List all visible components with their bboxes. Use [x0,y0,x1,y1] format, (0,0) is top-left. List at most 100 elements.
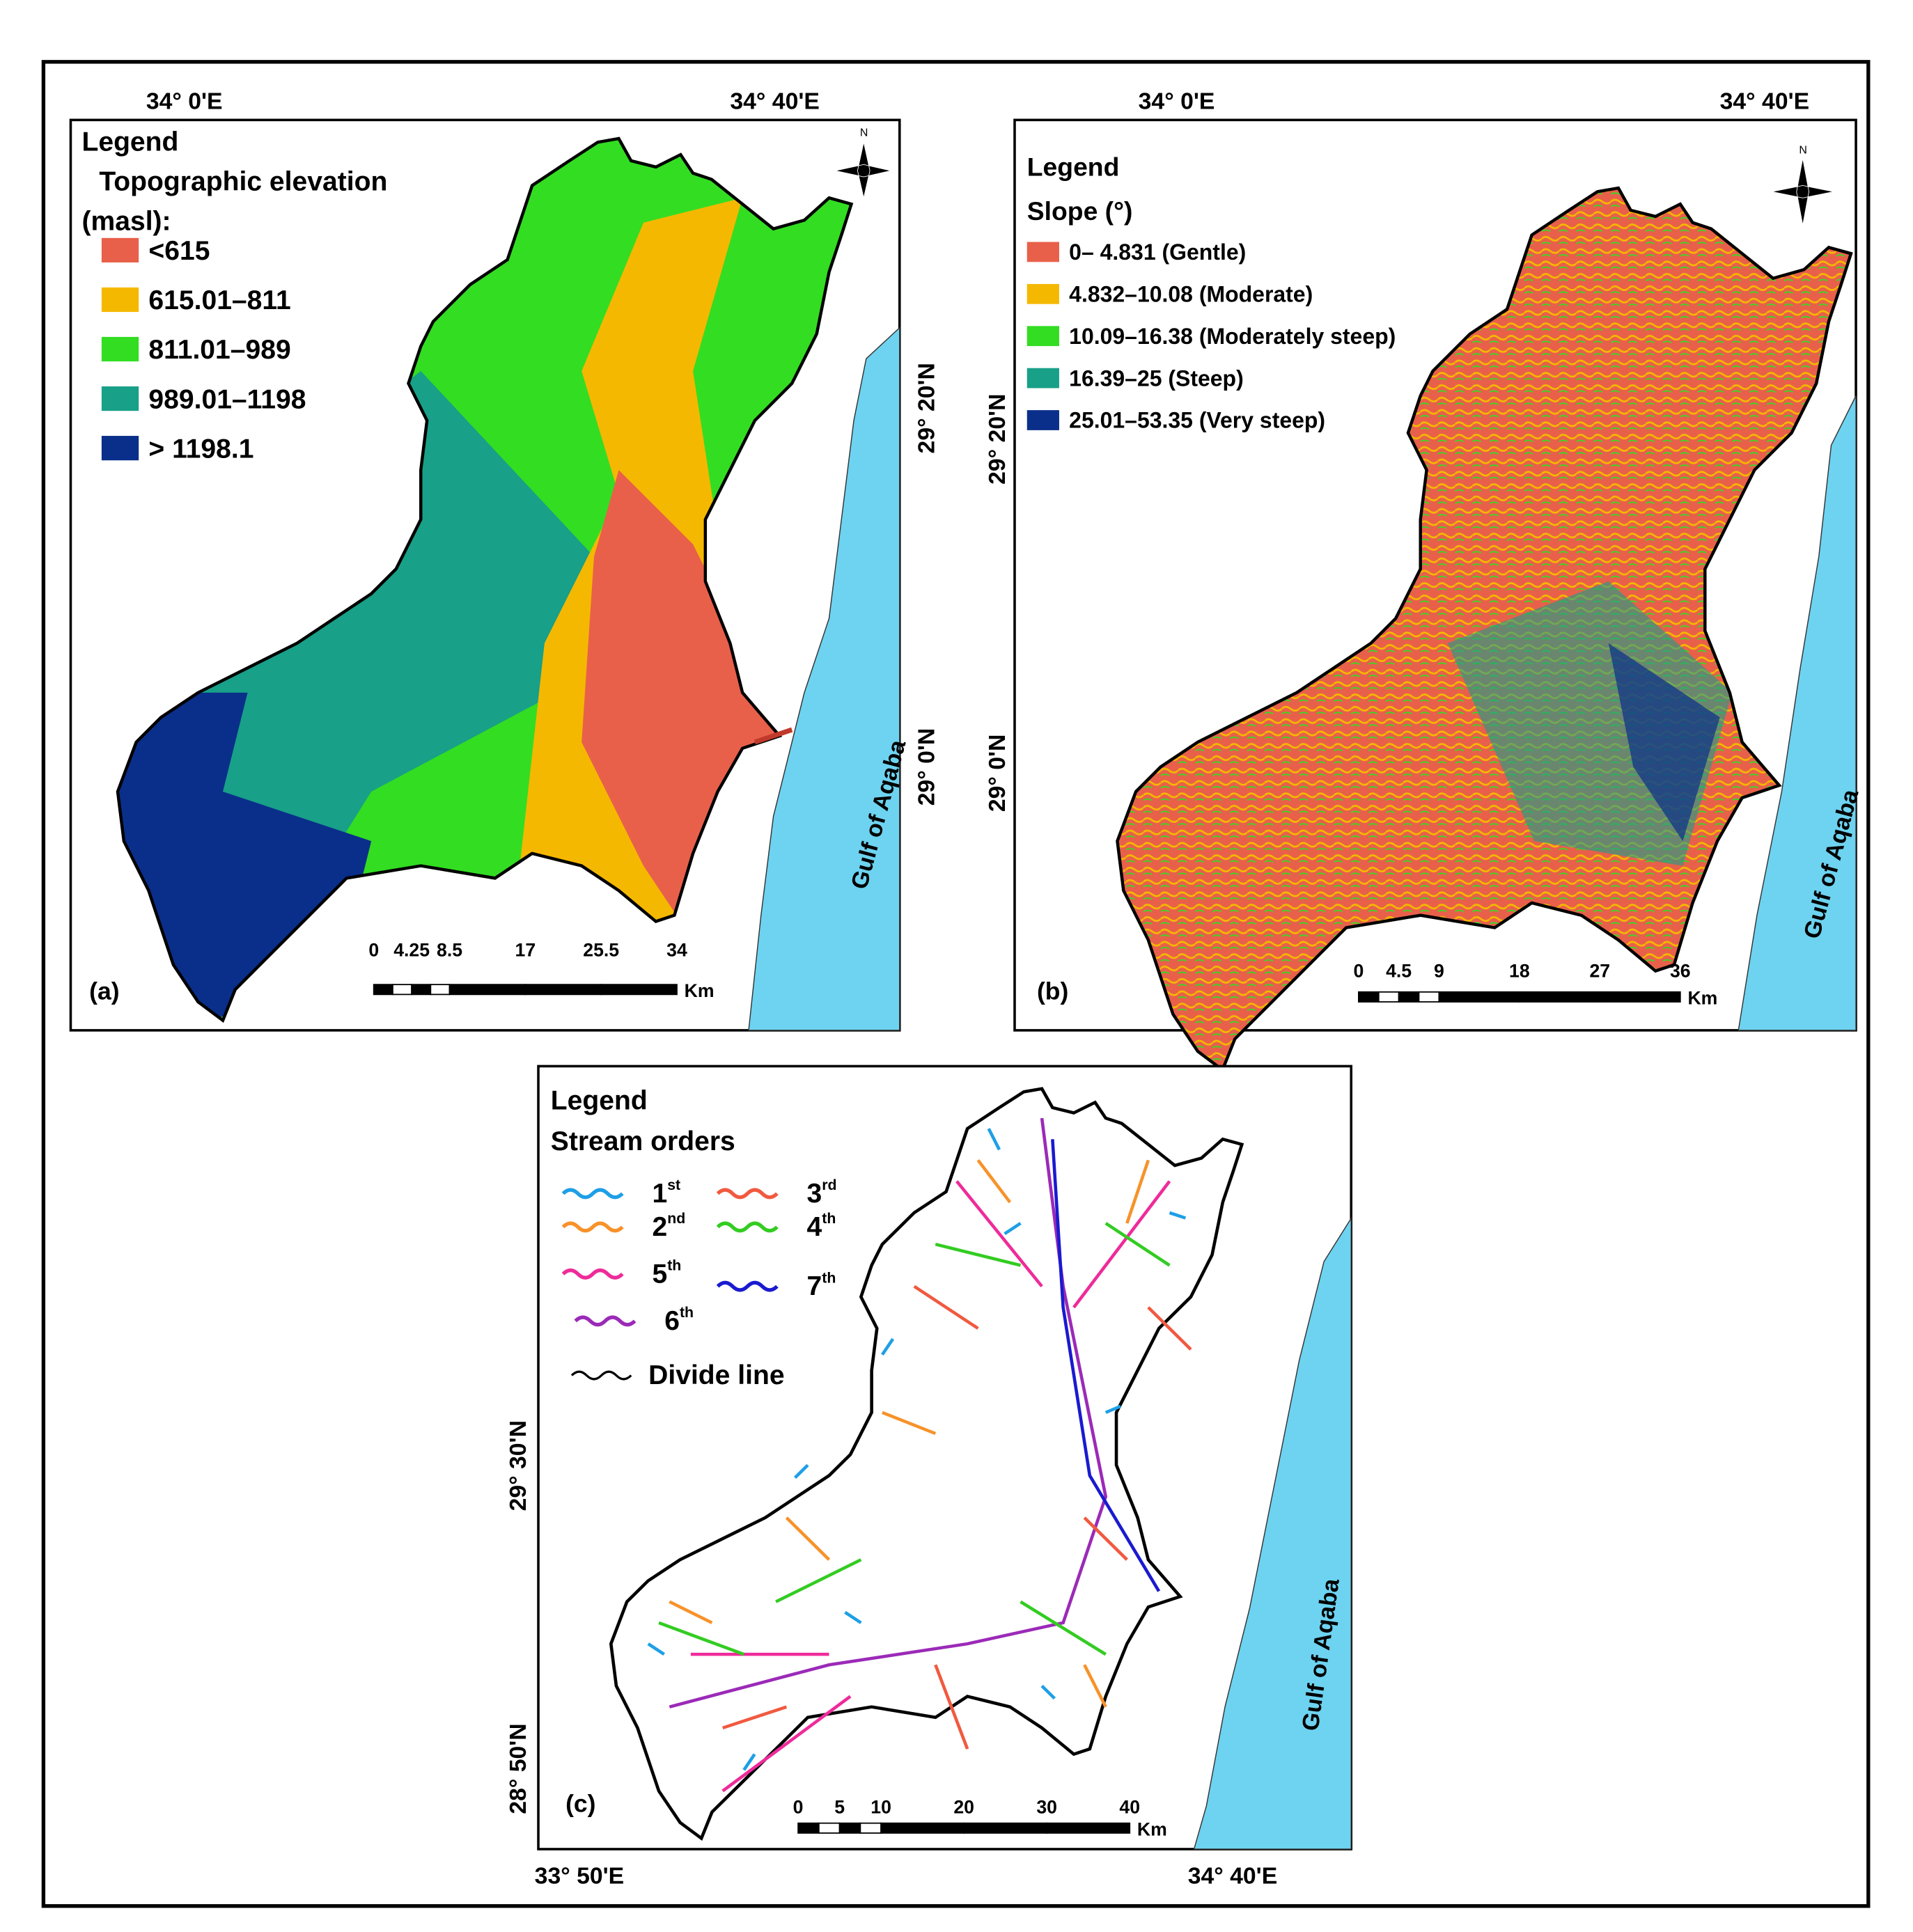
legend-label: > 1198.1 [148,434,253,464]
scale-label: 36 [1670,960,1691,981]
legend-swatch [101,386,139,411]
legend-label: 25.01–53.35 (Very steep) [1069,408,1325,433]
scale-label: 0 [1353,960,1364,981]
legend-subtitle: Stream orders [551,1126,735,1156]
coord: 34° 0'E [1139,88,1215,114]
scale-segment [1518,991,1601,1003]
scale-label: 8.5 [437,939,462,960]
legend-swatch [101,436,139,461]
legend-title: Legend [1027,152,1120,181]
scale-label: 17 [515,939,536,960]
panel-a [69,118,901,1032]
legend-sup: th [822,1269,836,1286]
coord: 34° 0'E [146,88,223,114]
legend-label: 7th [807,1269,836,1301]
legend-label: 10.09–16.38 (Moderately steep) [1069,324,1396,349]
scale-segment [859,1822,882,1834]
scale-segment [600,984,678,996]
legend-swatch [1026,283,1059,304]
scale-label: 4.5 [1386,960,1412,981]
legend-label: 811.01–989 [148,335,290,365]
scale-segment [1398,991,1420,1003]
coord: 29° 30'N [505,1420,531,1511]
coord: 34° 40'E [730,88,820,114]
legend-sup: st [667,1177,680,1193]
legend-swatch [101,336,139,362]
panel-label: (c) [565,1790,595,1818]
panel-b [1013,118,1857,1088]
legend-label: 615.01–811 [148,285,290,315]
scale-unit: Km [1687,988,1717,1009]
scale-segment [1438,991,1520,1003]
panel-label: (a) [89,977,119,1005]
legend-line [561,1221,624,1233]
scale-segment [838,1822,861,1834]
scale-segment [818,1822,841,1834]
coord: 34° 40'E [1720,88,1810,114]
scale-unit: Km [1137,1819,1167,1839]
legend-sup: th [680,1304,694,1321]
scale-label: 34 [666,939,687,960]
north: N [1799,144,1807,156]
coord: 29° 20'N [914,363,940,453]
scale-segment [1357,991,1380,1003]
north: N [860,127,868,139]
legend-sup: nd [667,1210,685,1227]
legend-label: Divide line [648,1360,784,1390]
scale-segment [1599,991,1681,1003]
legend-label: <615 [148,236,210,266]
legend-line [561,1268,624,1280]
panel-label: (b) [1037,977,1068,1005]
panel-c [537,1065,1353,1851]
legend-sup: rd [822,1177,836,1193]
scale-label: 9 [1434,960,1444,981]
scale-segment [1046,1822,1131,1834]
legend-label: 16.39–25 (Steep) [1069,366,1244,391]
legend-subtitle: (masl): [81,206,171,236]
scale-label: 5 [834,1796,845,1817]
legend-label: 5th [652,1257,681,1289]
legend-line [716,1221,779,1233]
legend-swatch [1026,242,1059,262]
legend-title: Legend [551,1086,648,1116]
coord: 29° 0'N [984,735,1010,812]
scale-label: 0 [368,939,379,960]
legend-line [561,1188,624,1200]
legend-line [570,1370,632,1381]
legend-line [716,1188,779,1200]
scale-label: 0 [793,1796,804,1817]
scale-segment [1418,991,1440,1003]
legend-line [574,1315,637,1327]
scale-label: 30 [1036,1796,1057,1817]
scale-segment [448,984,526,996]
legend-swatch [101,237,139,262]
legend-subtitle: Topographic elevation [99,167,387,197]
coord: 29° 0'N [914,728,940,806]
scale-segment [880,1822,965,1834]
scale-label: 10 [870,1796,891,1817]
scale-unit: Km [685,980,715,1001]
coord: 28° 50'N [505,1723,531,1814]
legend-swatch [1026,326,1059,347]
scale-segment [373,984,393,996]
scale-segment [797,1822,820,1834]
scale-segment [524,984,602,996]
legend-label: 989.01–1198 [148,384,306,414]
legend-swatch [1026,410,1059,430]
legend-swatch [1026,368,1059,388]
coord: 29° 20'N [984,394,1010,485]
legend-sup: th [822,1210,836,1227]
scale-segment [411,984,432,996]
scale-label: 18 [1509,960,1530,981]
scale-segment [430,984,451,996]
scale-label: 4.25 [393,939,430,960]
outer-frame [41,60,1871,1908]
scale-segment [963,1822,1048,1834]
scale-segment [392,984,413,996]
coord: 34° 40'E [1188,1863,1278,1890]
legend-line [716,1280,779,1292]
coord: 33° 50'E [535,1863,625,1890]
scale-label: 40 [1119,1796,1140,1817]
scale-label: 20 [953,1796,974,1817]
